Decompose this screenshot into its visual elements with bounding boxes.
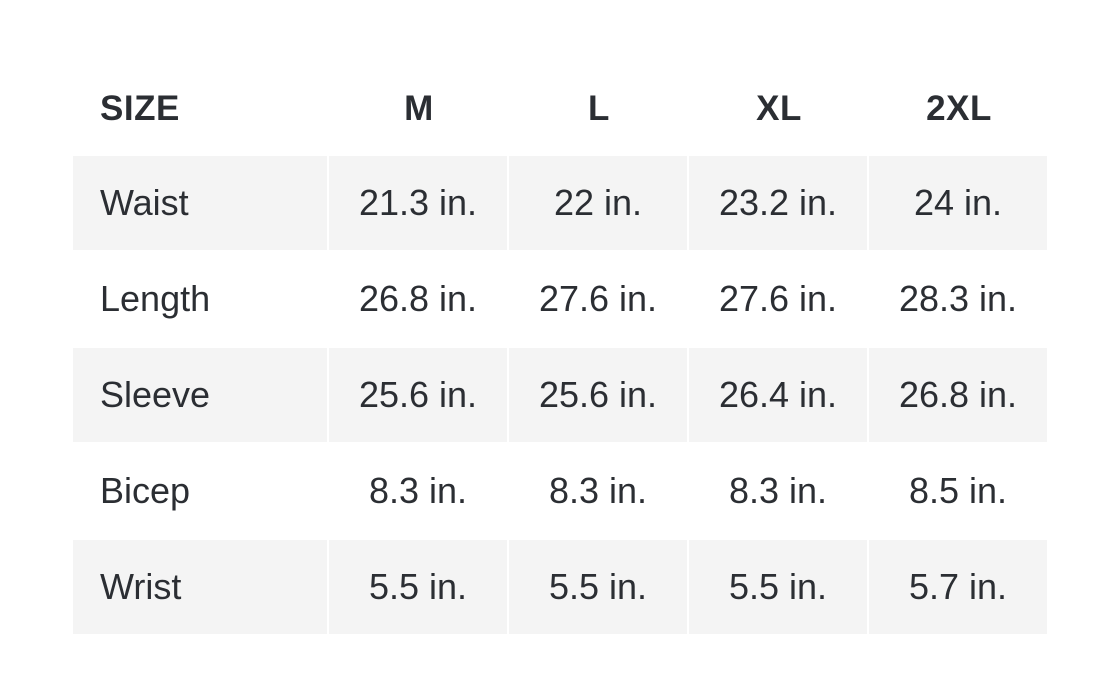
table-cell: 26.8 in. (329, 252, 509, 348)
header-l: L (588, 89, 610, 128)
table-row: Sleeve 25.6 in. 25.6 in. 26.4 in. 26.8 in. (73, 348, 1049, 444)
table-cell: 8.3 in. (509, 444, 689, 540)
header-xl: XL (756, 89, 802, 128)
table-cell: 5.5 in. (509, 540, 689, 636)
table-cell: 23.2 in. (689, 156, 869, 252)
header-2xl: 2XL (926, 89, 992, 128)
row-label: Length (73, 252, 329, 348)
table-cell: 24 in. (869, 156, 1049, 252)
table-row: Bicep 8.3 in. 8.3 in. 8.3 in. 8.5 in. (73, 444, 1049, 540)
table-row: Waist 21.3 in. 22 in. 23.2 in. 24 in. (73, 156, 1049, 252)
table-cell: 26.4 in. (689, 348, 869, 444)
table-cell: 28.3 in. (869, 252, 1049, 348)
table-cell: 22 in. (509, 156, 689, 252)
row-label: Wrist (73, 540, 329, 636)
table-cell: 27.6 in. (689, 252, 869, 348)
table-cell: 8.3 in. (329, 444, 509, 540)
row-label: Bicep (73, 444, 329, 540)
table-cell: 8.3 in. (689, 444, 869, 540)
size-chart-table: SIZE M L XL 2XL Waist 21.3 in. 22 in. 23.2 … (73, 62, 1049, 636)
header-m: M (404, 89, 434, 128)
table-cell: 21.3 in. (329, 156, 509, 252)
table-cell: 5.7 in. (869, 540, 1049, 636)
table-row: Length 26.8 in. 27.6 in. 27.6 in. 28.3 in. (73, 252, 1049, 348)
table-cell: 25.6 in. (509, 348, 689, 444)
row-label: Sleeve (73, 348, 329, 444)
table-cell: 8.5 in. (869, 444, 1049, 540)
table-cell: 5.5 in. (329, 540, 509, 636)
row-label: Waist (73, 156, 329, 252)
table-row: Wrist 5.5 in. 5.5 in. 5.5 in. 5.7 in. (73, 540, 1049, 636)
table-cell: 5.5 in. (689, 540, 869, 636)
header-row: SIZE M L XL 2XL (73, 62, 1049, 156)
table-cell: 26.8 in. (869, 348, 1049, 444)
header-size: SIZE (100, 89, 180, 128)
table-cell: 27.6 in. (509, 252, 689, 348)
table-cell: 25.6 in. (329, 348, 509, 444)
